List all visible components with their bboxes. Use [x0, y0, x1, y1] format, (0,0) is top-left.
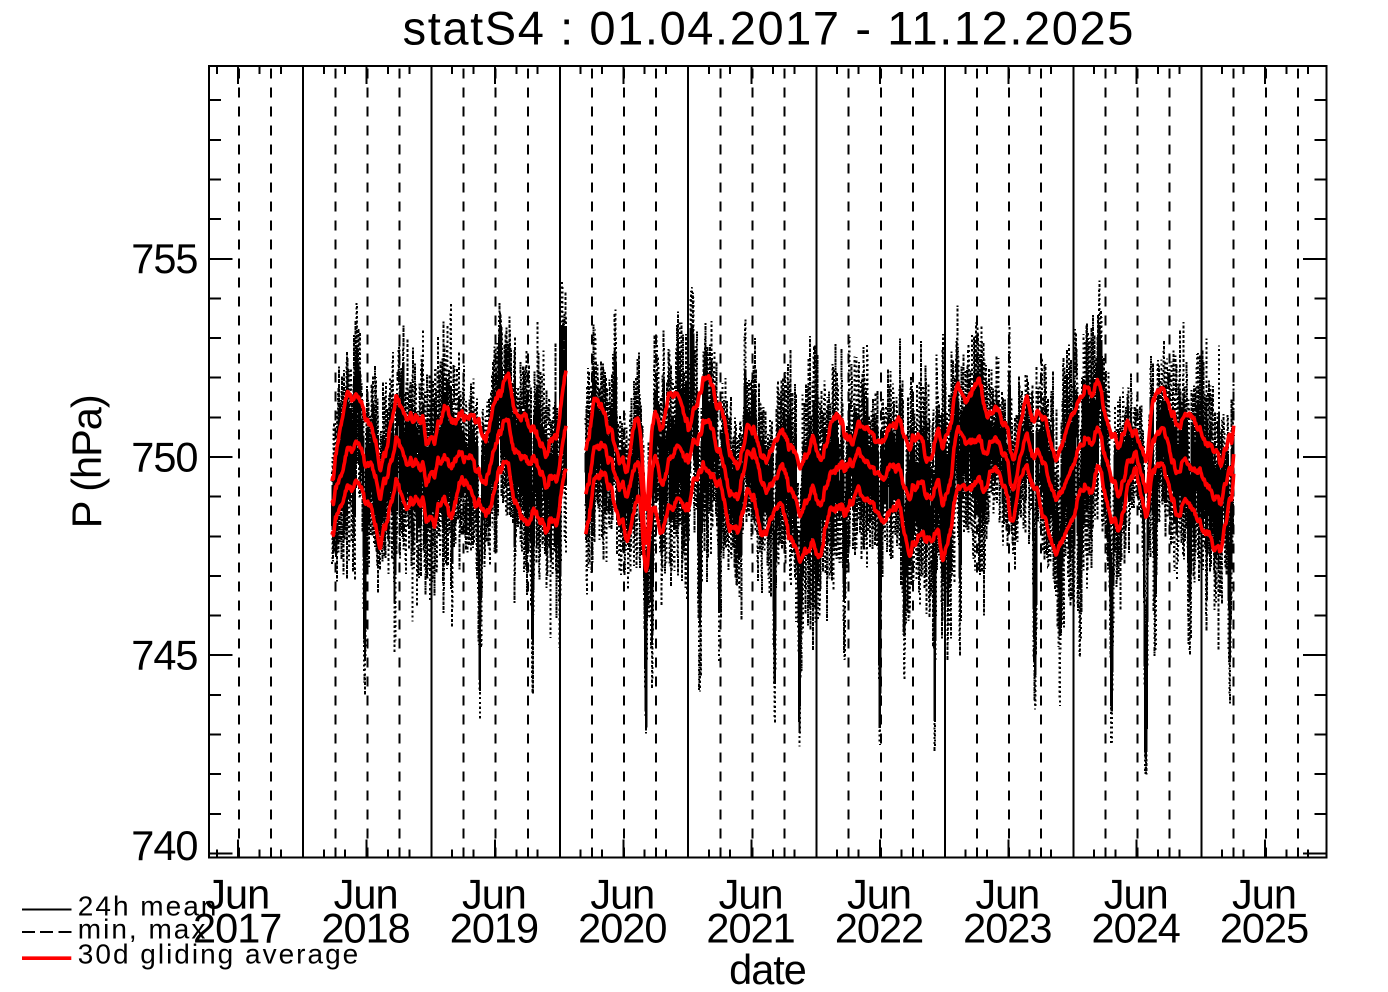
svg-text:2017: 2017: [193, 905, 281, 952]
svg-text:2022: 2022: [835, 905, 923, 952]
svg-text:Jun: Jun: [1232, 870, 1296, 917]
svg-text:2020: 2020: [578, 905, 666, 952]
svg-text:Jun: Jun: [334, 870, 398, 917]
svg-text:2023: 2023: [963, 905, 1051, 952]
svg-text:750: 750: [131, 433, 197, 480]
svg-text:24h mean: 24h mean: [78, 890, 219, 921]
svg-text:2024: 2024: [1092, 905, 1180, 952]
svg-text:Jun: Jun: [847, 870, 911, 917]
svg-text:date: date: [729, 946, 806, 992]
svg-text:755: 755: [131, 235, 197, 282]
svg-text:740: 740: [131, 822, 197, 869]
svg-text:2019: 2019: [450, 905, 538, 952]
svg-text:Jun: Jun: [975, 870, 1039, 917]
svg-text:30d gliding average: 30d gliding average: [78, 938, 360, 969]
svg-text:Jun: Jun: [719, 870, 783, 917]
svg-text:Jun: Jun: [1104, 870, 1168, 917]
svg-text:min, max: min, max: [78, 914, 208, 945]
svg-text:2025: 2025: [1220, 905, 1308, 952]
svg-text:P (hPa): P (hPa): [63, 395, 110, 528]
svg-text:Jun: Jun: [462, 870, 526, 917]
svg-text:Jun: Jun: [590, 870, 654, 917]
svg-text:Jun: Jun: [205, 870, 269, 917]
svg-text:2018: 2018: [321, 905, 409, 952]
svg-text:statS4 : 01.04.2017 - 11.12.20: statS4 : 01.04.2017 - 11.12.2025: [403, 1, 1135, 54]
svg-text:745: 745: [131, 632, 197, 679]
svg-text:2021: 2021: [706, 905, 794, 952]
